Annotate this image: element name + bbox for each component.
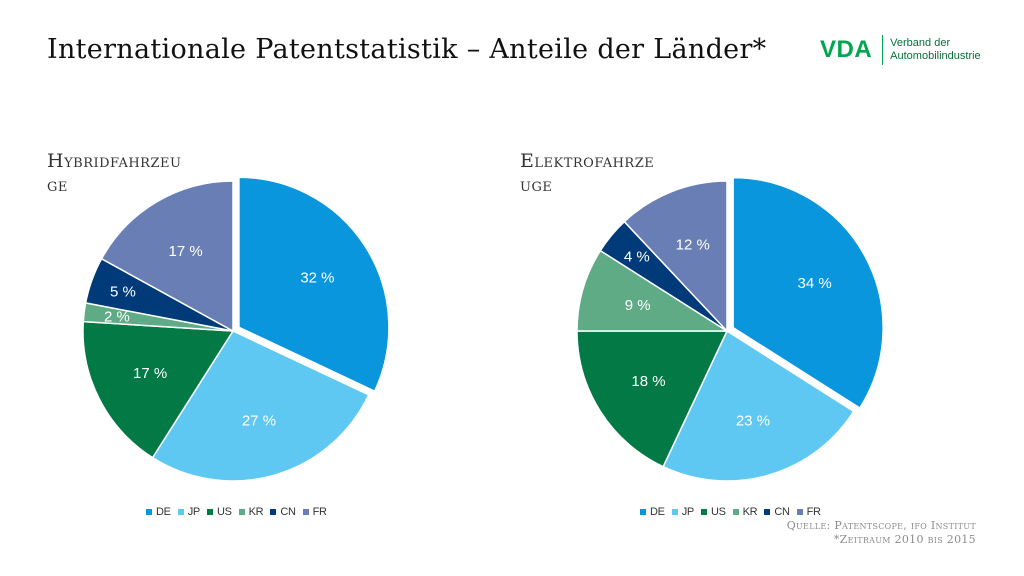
source-line2: *Zeitraum 2010 bis 2015	[833, 533, 976, 546]
pie-hybrid-label-kr: 2 %	[104, 308, 130, 325]
legend-label: DE	[156, 506, 171, 518]
legend-hybrid-item-fr: FR	[302, 506, 327, 518]
legend-swatch	[238, 509, 245, 515]
chart-title-elektro-line1: Elektrofahrze	[520, 150, 655, 172]
pie-elektro-slice-kr	[576, 249, 730, 332]
legend-elektro-item-fr: FR	[796, 506, 821, 518]
legend-elektro-item-jp: JP	[671, 506, 695, 518]
legend-hybrid-item-us: US	[206, 506, 232, 518]
legend-swatch	[700, 509, 707, 515]
pie-elektro-slice-de	[732, 176, 884, 410]
pie-hybrid-slice-de	[238, 176, 390, 393]
legend-swatch	[206, 509, 213, 515]
logo-text-line1: Verband der	[890, 37, 951, 49]
pie-elektro-slice-jp	[662, 329, 855, 482]
logo-mark: VDA	[820, 36, 873, 63]
pie-hybrid-label-us: 17 %	[133, 365, 167, 382]
legend-hybrid-item-jp: JP	[177, 506, 201, 518]
chart-title-elektro: Elektrofahrze uge	[520, 149, 690, 197]
pie-elektro-label-jp: 23 %	[736, 412, 770, 429]
chart-title-hybrid-line2: ge	[47, 174, 68, 196]
legend-elektro-item-de: DE	[640, 506, 665, 518]
legend-label: KR	[248, 506, 264, 518]
pie-hybrid-label-jp: 27 %	[242, 412, 276, 429]
legend-swatch	[146, 509, 152, 515]
pie-elektro-label-de: 34 %	[798, 275, 832, 292]
legend-label: DE	[650, 506, 665, 518]
pie-hybrid-label-cn: 5 %	[110, 283, 136, 300]
pie-elektro: 34 % 23 % 18 % 9 % 4 % 12 %	[576, 176, 884, 482]
legend-swatch	[671, 509, 678, 515]
legend-hybrid: DE JP US KR CN FR	[146, 506, 334, 518]
legend-elektro-item-cn: CN	[764, 506, 790, 518]
legend-swatch	[732, 509, 739, 515]
vda-logo: VDA Verband der Automobilindustrie	[820, 34, 981, 66]
legend-label: KR	[742, 506, 758, 518]
legend-hybrid-item-de: DE	[146, 506, 171, 518]
legend-label: CN	[774, 506, 790, 518]
legend-label: US	[216, 506, 232, 518]
chart-title-elektro-line2: uge	[520, 174, 553, 196]
legend-swatch	[177, 509, 184, 515]
pie-elektro-label-kr: 9 %	[625, 297, 651, 314]
pie-elektro-label-cn: 4 %	[624, 248, 650, 265]
legend-swatch	[796, 509, 803, 515]
pie-elektro-slice-fr	[623, 180, 728, 333]
chart-title-hybrid: Hybridfahrzeu ge	[47, 149, 222, 197]
legend-hybrid-item-kr: KR	[238, 506, 264, 518]
logo-text-line2: Automobilindustrie	[890, 50, 981, 62]
pie-elektro-label-fr: 12 %	[676, 237, 710, 254]
legend-label: CN	[280, 506, 296, 518]
page-title: Internationale Patentstatistik – Anteile…	[47, 34, 767, 65]
legend-swatch	[270, 509, 277, 515]
legend-swatch	[764, 509, 771, 515]
pie-hybrid-slice-fr	[100, 180, 234, 333]
chart-title-hybrid-line1: Hybridfahrzeu	[47, 150, 182, 172]
legend-elektro-item-us: US	[700, 506, 726, 518]
legend-swatch	[640, 509, 646, 515]
source-line1: Quelle: Patentscope, ifo Institut	[786, 519, 976, 532]
pie-elektro-slice-us	[576, 330, 729, 468]
pie-hybrid-slice-jp	[151, 330, 370, 482]
legend-hybrid-item-cn: CN	[270, 506, 296, 518]
legend-label: JP	[681, 506, 695, 518]
legend-label: FR	[312, 506, 327, 518]
pie-elektro-label-us: 18 %	[631, 373, 665, 390]
legend-label: US	[710, 506, 726, 518]
legend-label: FR	[806, 506, 821, 518]
legend-elektro-item-kr: KR	[732, 506, 758, 518]
pie-hybrid-label-de: 32 %	[300, 269, 334, 286]
legend-swatch	[302, 509, 309, 515]
pie-hybrid: 32 % 27 % 17 % 2 % 5 % 17 %	[82, 176, 390, 482]
legend-label: JP	[187, 506, 201, 518]
logo-divider	[882, 35, 884, 65]
pie-hybrid-slice-us	[82, 320, 235, 459]
pie-hybrid-label-fr: 17 %	[169, 243, 203, 260]
source-note: Quelle: Patentscope, ifo Institut *Zeitr…	[787, 519, 976, 547]
logo-text: Verband der Automobilindustrie	[890, 37, 981, 63]
legend-elektro: DE JP US KR CN FR	[640, 506, 828, 518]
